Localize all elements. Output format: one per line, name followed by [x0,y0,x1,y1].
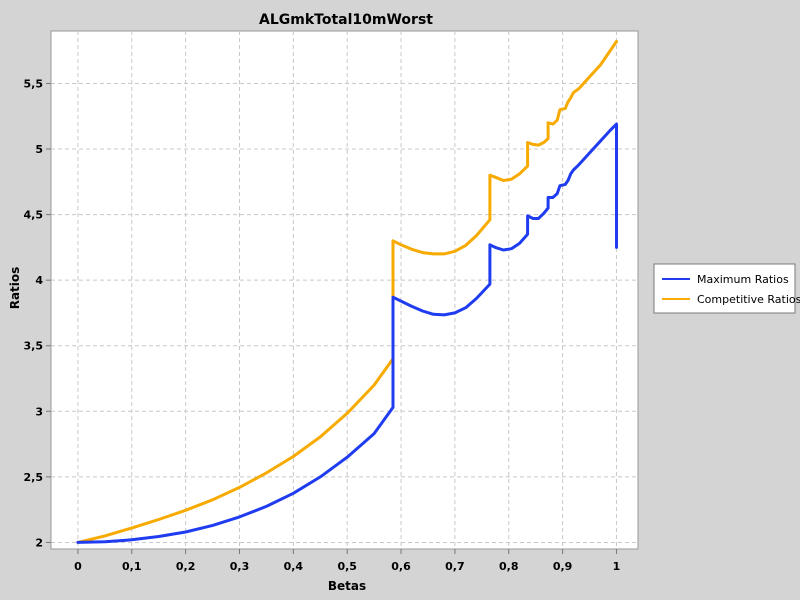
series-line-competitive-ratios [76,40,618,544]
y-tick-label: 2 [35,536,43,549]
y-tick-label: 5,5 [24,77,44,90]
chart-title: ALGmkTotal10mWorst [259,12,433,28]
y-tick-label: 5 [35,143,43,156]
y-axis-label: Ratios [8,267,22,310]
grid [51,31,638,549]
x-tick-label: 1 [613,560,621,573]
y-tick-label: 2,5 [24,471,44,484]
x-tick-label: 0,7 [445,560,465,573]
y-tick-label: 3,5 [24,340,44,353]
x-tick-label: 0,4 [284,560,304,573]
x-tick-label: 0,3 [230,560,250,573]
plot-area [50,30,639,550]
legend-label-competitive-ratios: Competitive Ratios [697,293,800,306]
x-tick-label: 0,6 [391,560,411,573]
x-tick-label: 0,9 [553,560,573,573]
legend: Maximum Ratios Competitive Ratios [653,263,800,314]
x-tick-label: 0,5 [337,560,357,573]
series-lines [76,40,618,544]
legend-box [653,263,796,314]
y-tick-label: 3 [35,405,43,418]
x-tick-label: 0,1 [122,560,142,573]
x-tick-label: 0,8 [499,560,519,573]
y-tick-label: 4,5 [24,209,44,222]
y-tick-label: 4 [35,274,43,287]
x-tick-label: 0,2 [176,560,196,573]
axis-ticks: 0 0,1 0,2 0,3 0,4 0,5 0,6 0,7 0,8 0,9 1 2 2,5 3 3,5 4 4,… [24,77,621,573]
x-axis-label: Betas [328,579,366,593]
x-tick-label: 0 [74,560,82,573]
series-line-maximum-ratios [76,122,618,544]
legend-label-maximum-ratios: Maximum Ratios [697,273,789,286]
